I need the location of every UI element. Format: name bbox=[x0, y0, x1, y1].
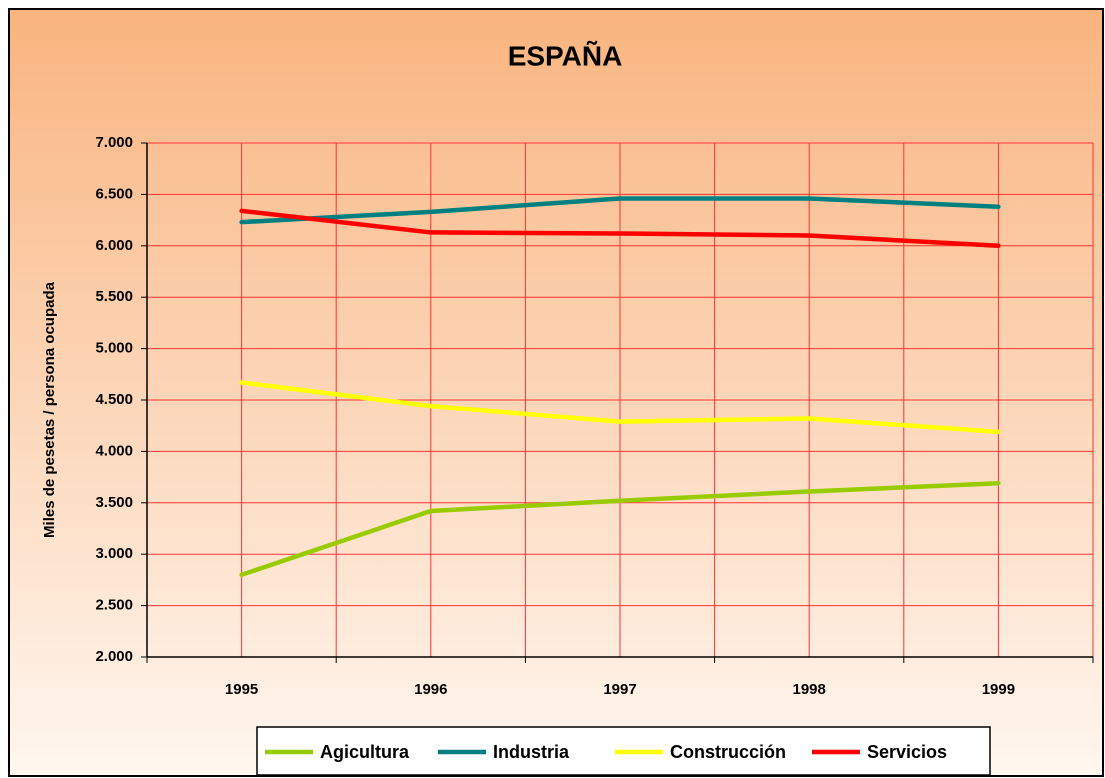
x-tick-label: 1999 bbox=[982, 681, 1015, 698]
legend-label: Servicios bbox=[867, 742, 947, 762]
y-tick-label: 3.500 bbox=[95, 494, 133, 511]
y-tick-label: 2.500 bbox=[95, 597, 133, 614]
y-tick-label: 4.000 bbox=[95, 442, 133, 459]
chart-title: ESPAÑA bbox=[508, 40, 623, 71]
y-tick-label: 6.500 bbox=[95, 185, 133, 202]
series-line bbox=[239, 380, 1001, 435]
y-tick-label: 7.000 bbox=[95, 134, 133, 151]
y-tick-label: 5.000 bbox=[95, 340, 133, 357]
x-tick-label: 1995 bbox=[225, 681, 258, 698]
y-tick-label: 2.000 bbox=[95, 648, 133, 665]
legend-label: Construcción bbox=[670, 742, 786, 762]
y-tick-label: 5.500 bbox=[95, 288, 133, 305]
chart-frame bbox=[8, 8, 1104, 777]
x-tick-label: 1998 bbox=[793, 681, 826, 698]
y-tick-label: 4.500 bbox=[95, 391, 133, 408]
legend-label: Agicultura bbox=[320, 742, 410, 762]
y-axis-label: Miles de pesetas / persona ocupada bbox=[41, 281, 58, 538]
y-tick-label: 6.000 bbox=[95, 237, 133, 254]
y-tick-label: 3.000 bbox=[95, 545, 133, 562]
series-line bbox=[239, 196, 1001, 225]
x-tick-label: 1997 bbox=[603, 681, 636, 698]
x-tick-label: 1996 bbox=[414, 681, 447, 698]
legend-label: Industria bbox=[493, 742, 570, 762]
series-line bbox=[239, 208, 1001, 249]
series-line bbox=[239, 481, 1001, 578]
